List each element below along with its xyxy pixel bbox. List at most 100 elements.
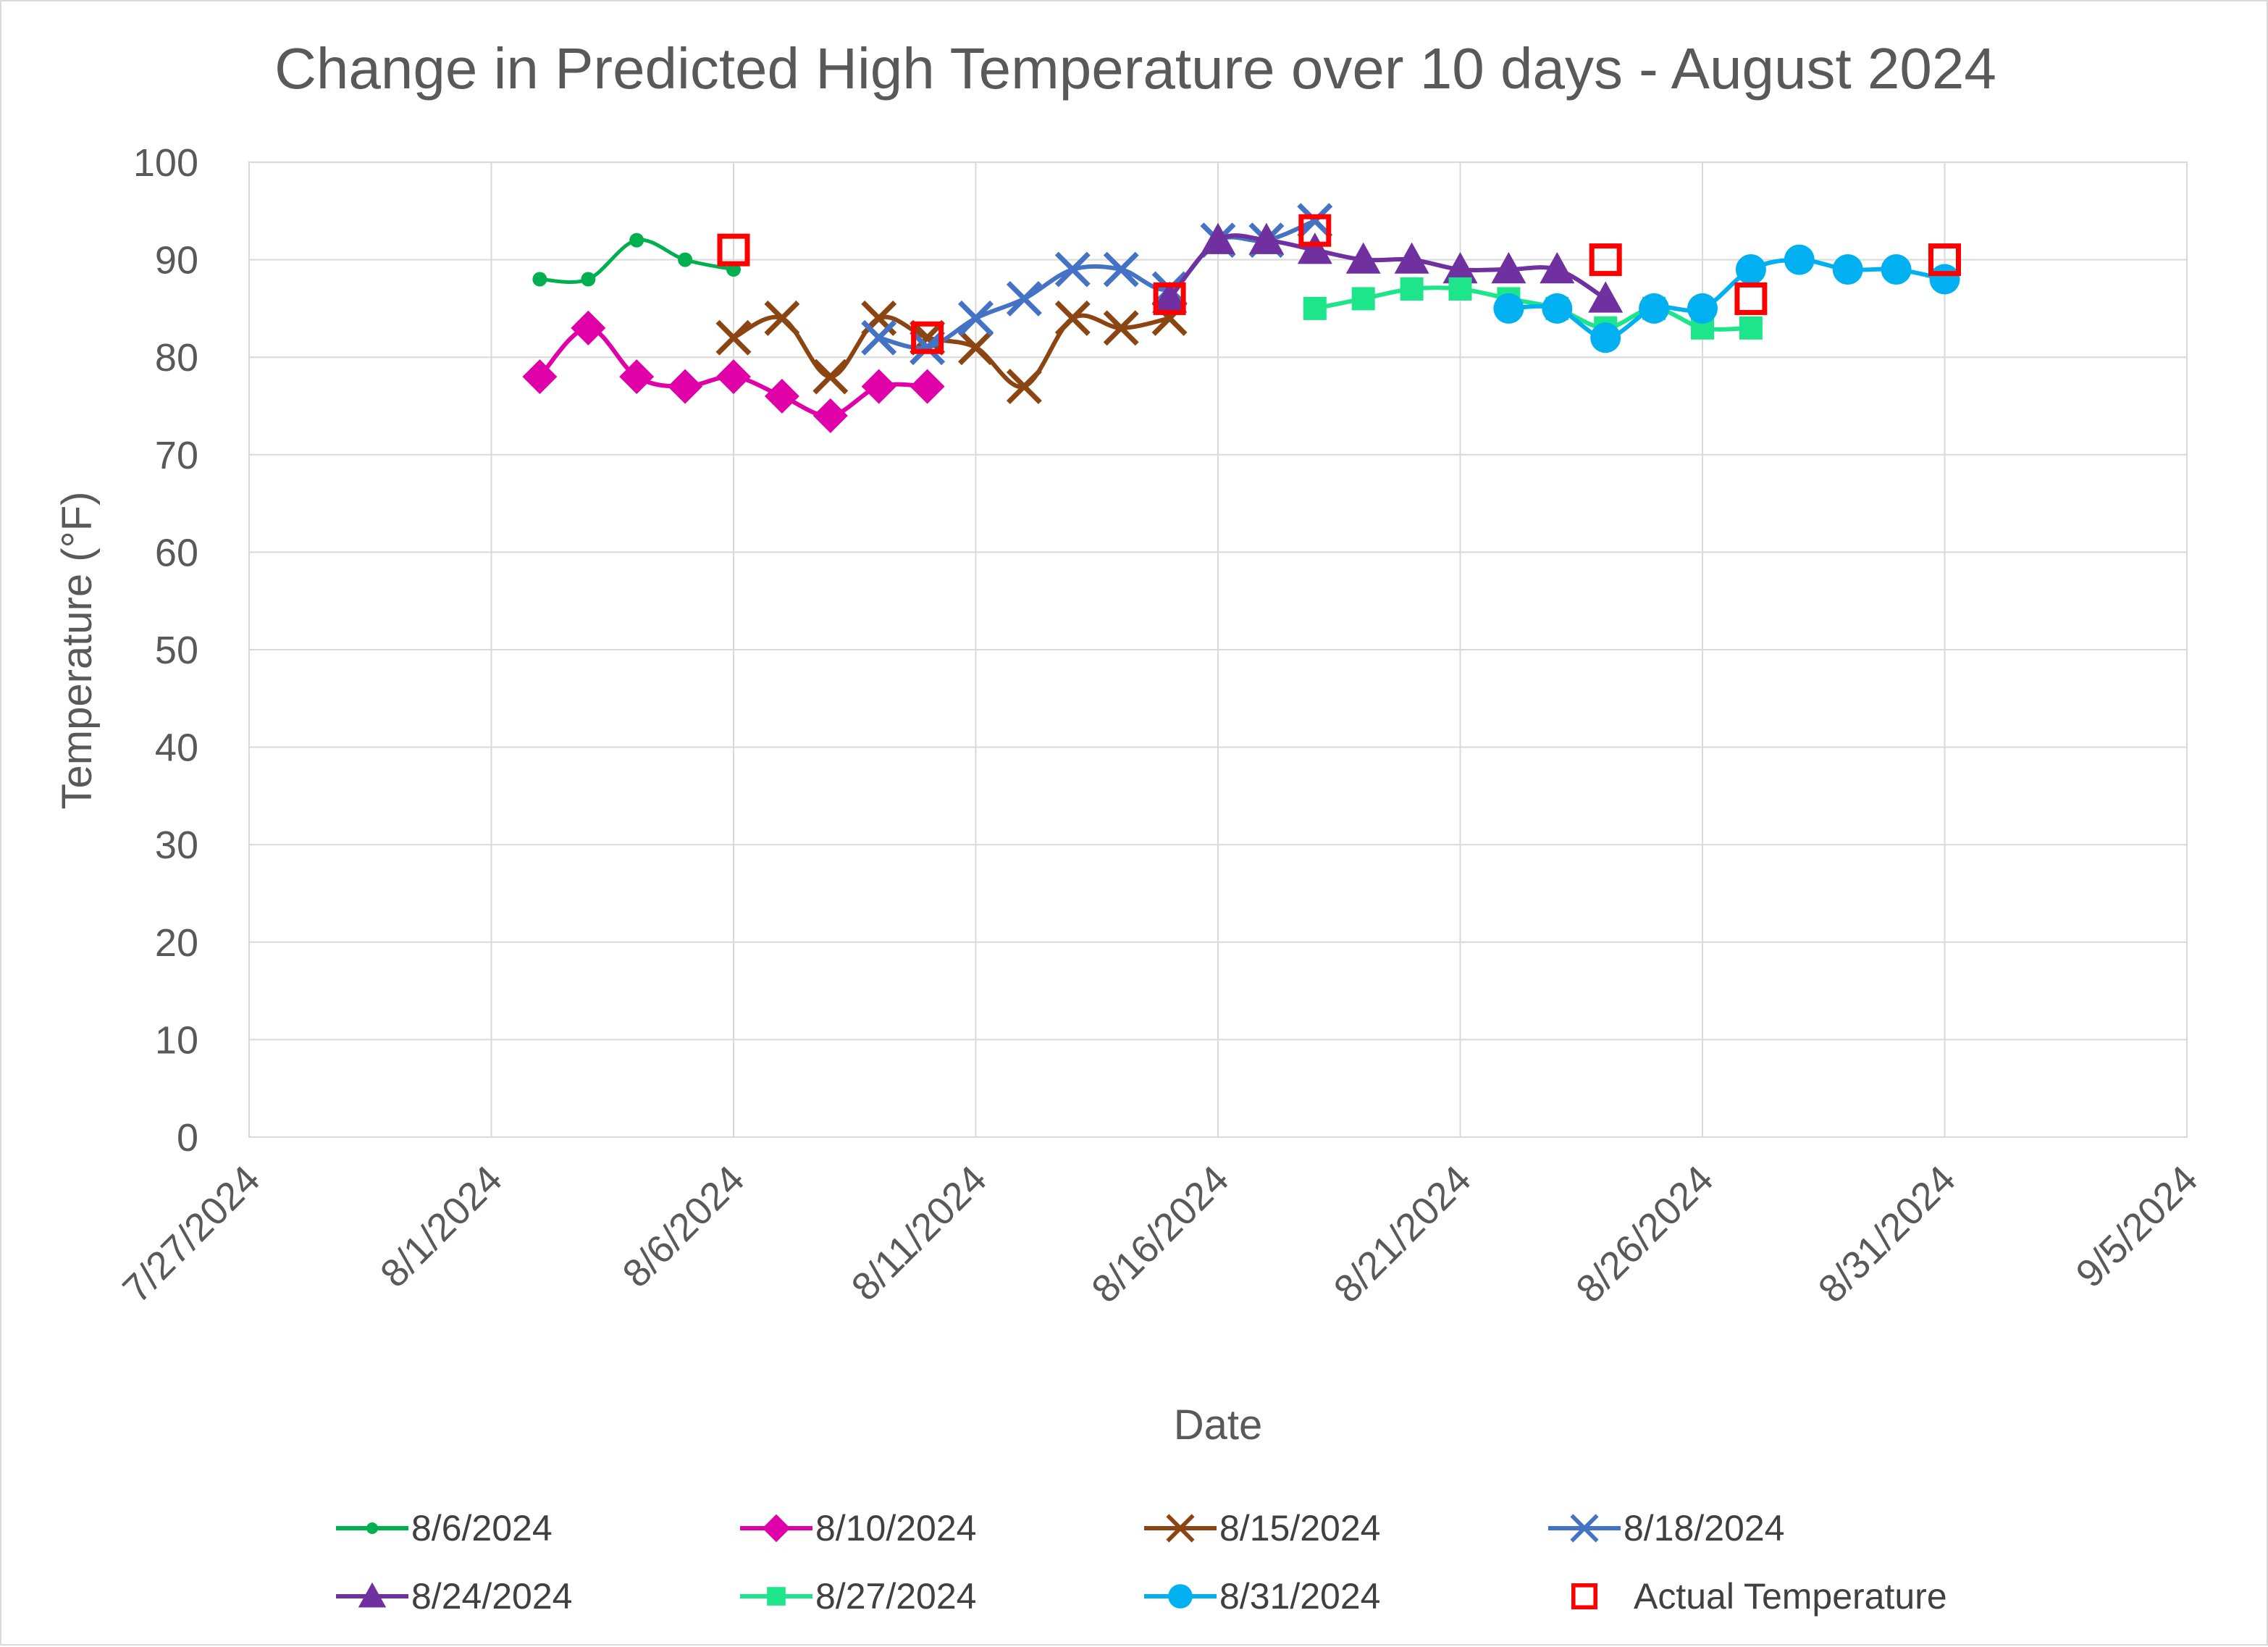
legend-label: 8/27/2024: [815, 1576, 976, 1617]
legend-marker: [1166, 1514, 1195, 1543]
gridlines: [248, 162, 2188, 1138]
legend-marker: [358, 1582, 387, 1608]
legend-item: 8/15/2024: [1144, 1508, 1380, 1548]
data-point: [911, 321, 944, 354]
data-point: [1784, 244, 1815, 275]
series-line: [1314, 285, 1751, 332]
data-point: [1588, 281, 1624, 313]
y-tick-label: 40: [155, 726, 198, 770]
legend-label: 8/6/2024: [411, 1508, 553, 1548]
y-axis-title: Temperature (°F): [54, 492, 101, 810]
data-point: [1297, 203, 1333, 239]
data-point: [1394, 242, 1429, 274]
x-tick-label: 9/5/2024: [2067, 1157, 2206, 1296]
y-axis-ticks: 0 10 20 30 40 50 60 70 80 90 100: [133, 141, 198, 1160]
y-tick-label: 20: [155, 921, 198, 965]
y-tick-label: 0: [177, 1116, 198, 1160]
data-point: [1153, 282, 1186, 315]
x-axis-ticks: 7/27/2024 8/1/2024 8/6/2024 8/11/2024 8/16/2…: [114, 1157, 2206, 1311]
y-tick-label: 80: [155, 336, 198, 380]
plot-area: [248, 162, 2188, 1138]
legend-item: Actual Temperature: [1571, 1576, 1947, 1617]
data-point: [1639, 293, 1670, 324]
data-point: [1351, 287, 1375, 311]
series-layer: [522, 203, 1961, 433]
data-point: [629, 232, 644, 248]
data-point: [1881, 254, 1912, 285]
data-point: [716, 359, 751, 395]
data-point: [1542, 293, 1573, 324]
x-tick-label: 8/16/2024: [1083, 1157, 1237, 1311]
data-point: [764, 379, 799, 414]
data-point: [1590, 322, 1621, 353]
legend-marker: [1168, 1584, 1193, 1609]
data-point: [764, 300, 800, 336]
series-group: [1152, 222, 1624, 313]
data-point: [668, 369, 703, 404]
data-point: [581, 272, 596, 287]
y-tick-label: 100: [133, 141, 198, 185]
x-tick-label: 8/11/2024: [844, 1157, 995, 1309]
data-point: [1152, 281, 1188, 313]
x-tick-label: 8/6/2024: [614, 1157, 752, 1296]
data-point: [1448, 277, 1472, 301]
series-group: [861, 203, 1333, 366]
x-axis-title: Date: [1174, 1401, 1263, 1449]
legend-item: 8/18/2024: [1548, 1508, 1784, 1548]
series-group: [1493, 244, 1960, 353]
legend-item: 8/10/2024: [740, 1508, 976, 1548]
data-point: [1297, 232, 1332, 264]
series-group: [532, 232, 741, 287]
legend-marker: [366, 1522, 378, 1534]
legend-item: 8/24/2024: [336, 1576, 572, 1617]
legend-item: 8/27/2024: [740, 1576, 976, 1617]
data-point: [532, 272, 547, 287]
data-point: [1540, 252, 1575, 284]
data-point: [1400, 277, 1424, 301]
data-point: [861, 369, 896, 404]
data-point: [1929, 264, 1960, 295]
y-tick-label: 70: [155, 434, 198, 477]
series-group: [717, 214, 1961, 354]
data-point: [1006, 280, 1042, 317]
chart-title: Change in Predicted High Temperature ove…: [274, 36, 1996, 101]
data-point: [1303, 296, 1327, 320]
data-point: [910, 369, 945, 404]
data-point: [1493, 293, 1524, 324]
x-tick-label: 8/1/2024: [372, 1157, 511, 1296]
legend-marker: [1571, 1583, 1598, 1610]
series-group: [522, 310, 945, 433]
x-tick-label: 8/26/2024: [1568, 1157, 1721, 1311]
series-line: [1167, 233, 1607, 301]
data-point: [812, 398, 848, 433]
data-point: [1589, 243, 1622, 277]
data-point: [1735, 254, 1766, 285]
data-point: [678, 252, 693, 267]
data-point: [619, 359, 655, 395]
x-tick-label: 8/31/2024: [1810, 1157, 1964, 1311]
legend-marker: [767, 1587, 786, 1606]
data-point: [1491, 252, 1526, 284]
legend: 8/6/2024 8/10/2024 8/15/2024 8/18/2024 8/24/…: [336, 1508, 1947, 1617]
y-tick-label: 50: [155, 629, 198, 672]
data-point: [812, 359, 849, 395]
data-point: [571, 310, 606, 345]
y-tick-label: 90: [155, 239, 198, 282]
data-point: [1442, 252, 1478, 284]
y-tick-label: 60: [155, 531, 198, 574]
legend-marker: [762, 1514, 791, 1543]
data-point: [1298, 214, 1332, 247]
legend-label: 8/10/2024: [815, 1508, 976, 1548]
data-point: [1345, 242, 1381, 274]
legend-marker: [1570, 1514, 1599, 1543]
x-tick-label: 8/21/2024: [1326, 1157, 1479, 1311]
legend-label: 8/31/2024: [1219, 1576, 1380, 1617]
legend-label: Actual Temperature: [1634, 1576, 1947, 1617]
legend-label: 8/18/2024: [1624, 1508, 1784, 1548]
data-point: [958, 330, 994, 366]
data-point: [1201, 222, 1235, 254]
data-point: [1103, 251, 1139, 288]
legend-item: 8/31/2024: [1144, 1576, 1380, 1617]
